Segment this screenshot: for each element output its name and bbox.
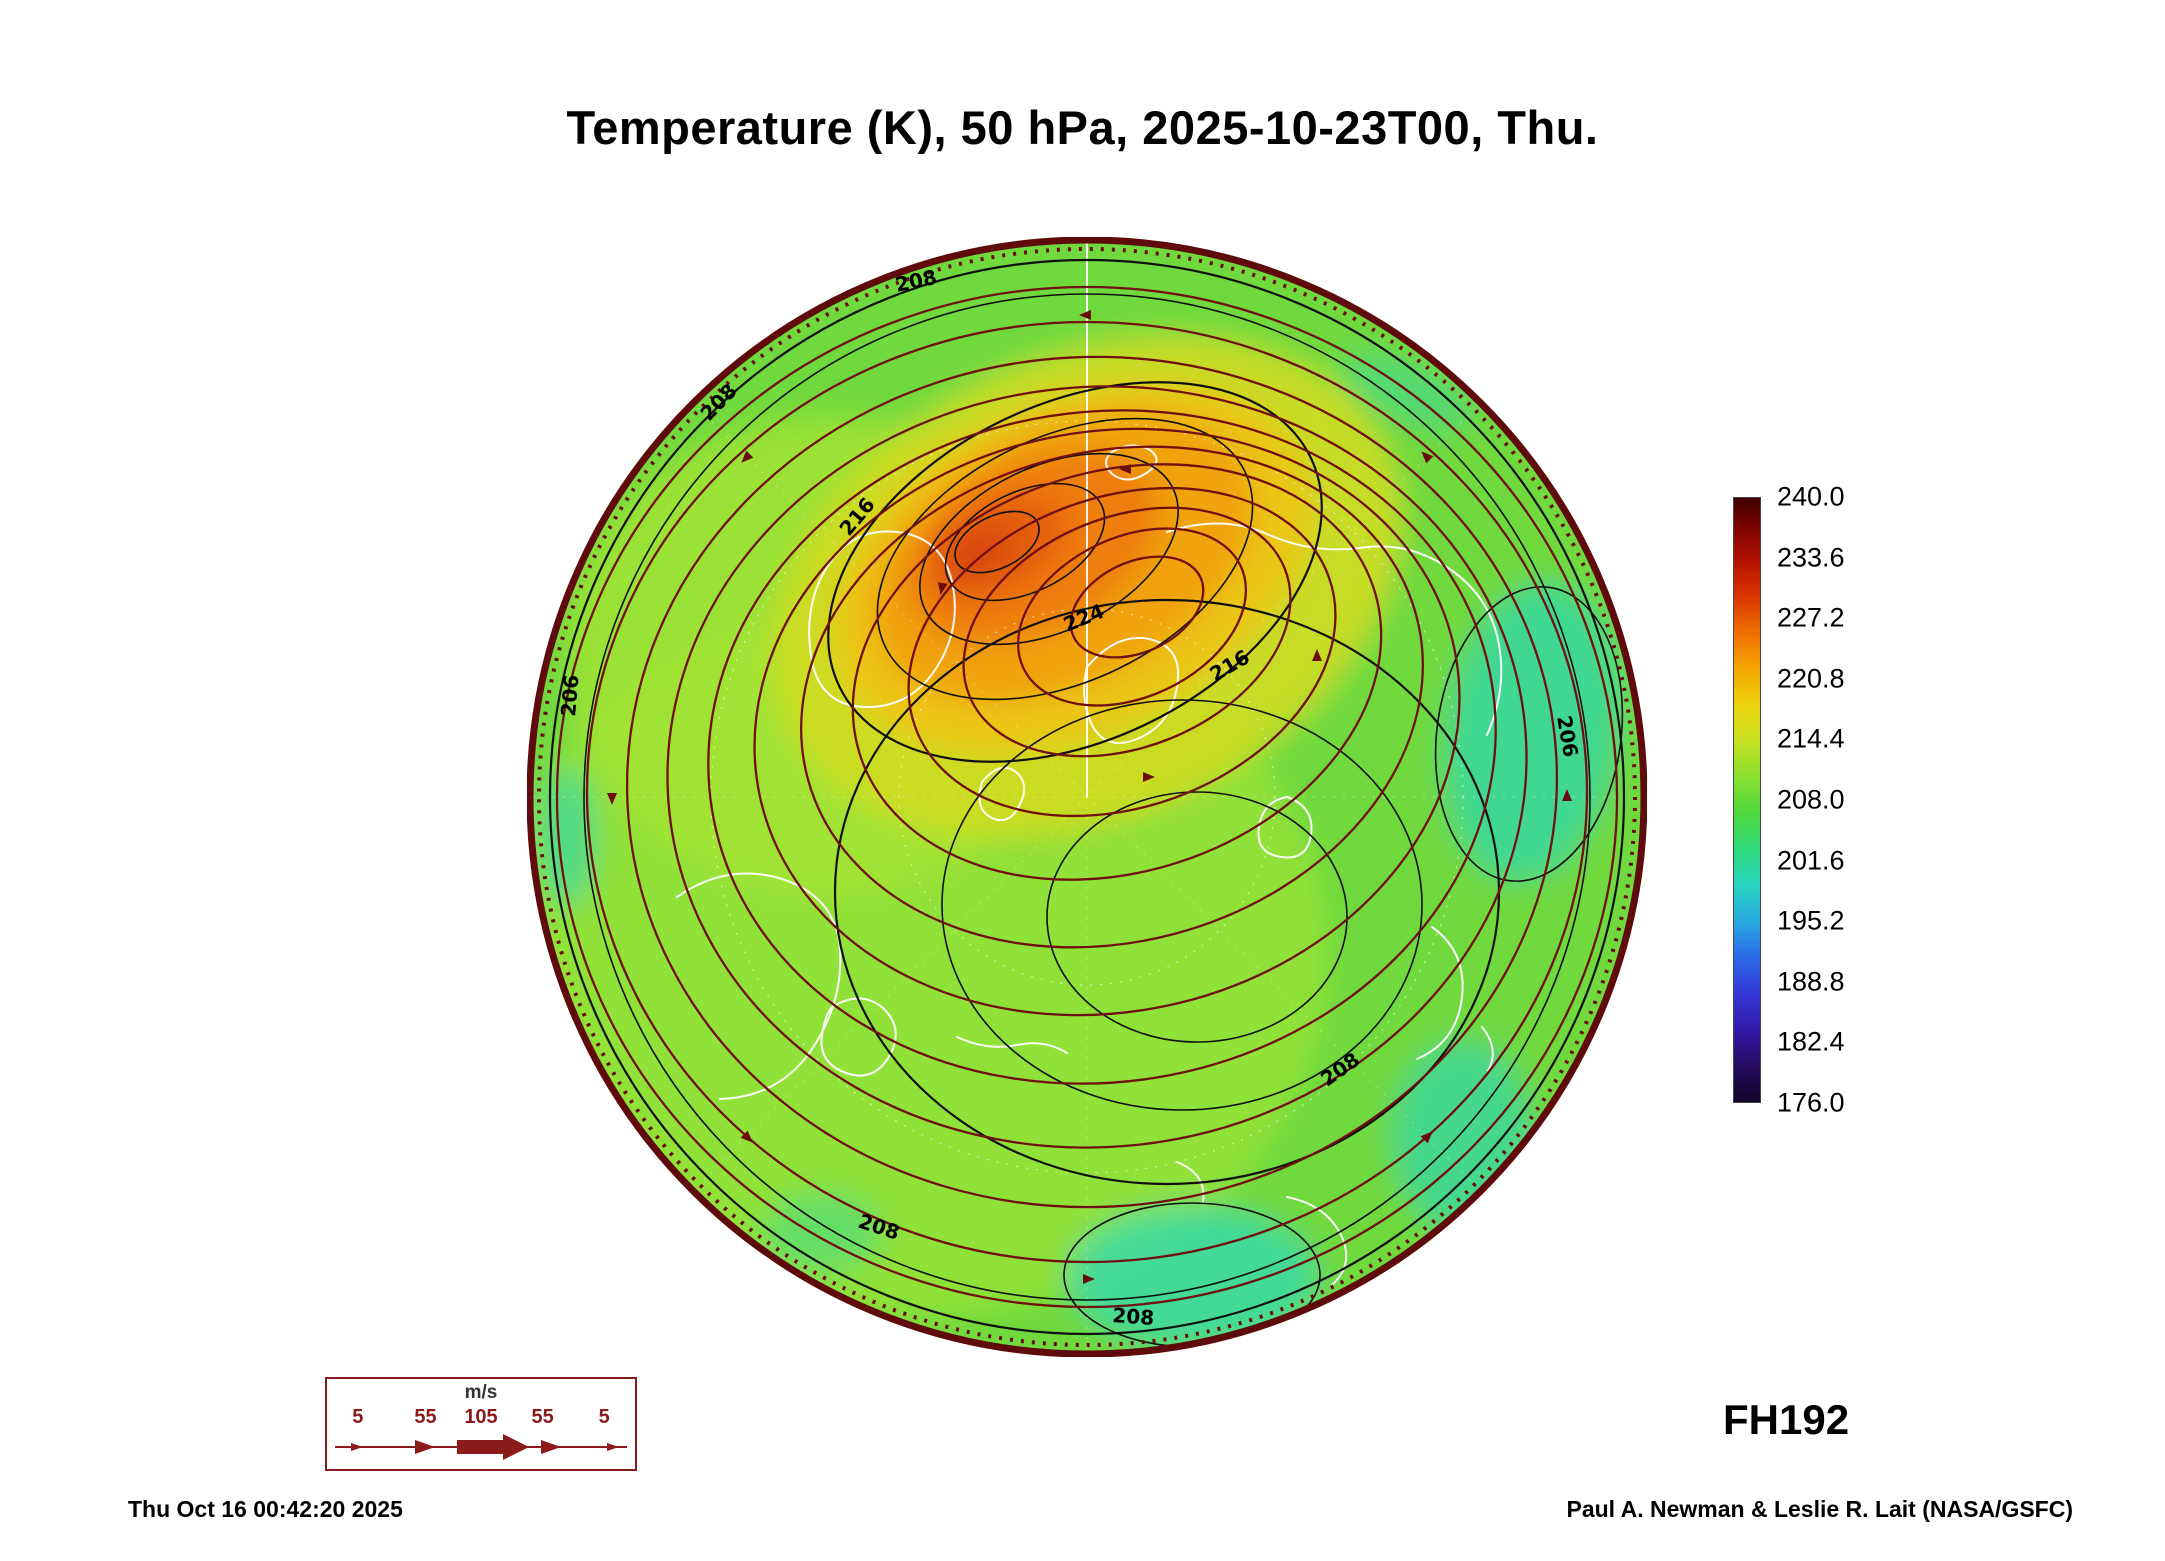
wind-speed-legend: m/s 5 55 105 55 5 xyxy=(325,1377,637,1471)
colorbar-tick-label: 227.2 xyxy=(1777,602,1845,633)
wind-speed-label: 105 xyxy=(464,1406,498,1428)
contour-label: 208 xyxy=(1112,1303,1155,1330)
colorbar-tick-label: 201.6 xyxy=(1777,845,1845,876)
map-rim-arrows xyxy=(537,247,1637,1347)
map-rim xyxy=(527,237,1647,1357)
generated-timestamp: Thu Oct 16 00:42:20 2025 xyxy=(128,1496,403,1522)
wind-speed-label: 5 xyxy=(598,1406,610,1428)
colorbar-tick-label: 220.8 xyxy=(1777,663,1845,694)
wind-arrow-scale xyxy=(335,1434,627,1460)
colorbar-tick-labels: 240.0 233.6 227.2 220.8 214.4 208.0 201.6 195.2… xyxy=(1777,482,1897,1118)
colorbar-tick-label: 195.2 xyxy=(1777,905,1845,936)
colorbar-tick-label: 233.6 xyxy=(1777,542,1845,573)
colorbar-tick-label: 188.8 xyxy=(1777,966,1845,997)
figure-title: Temperature (K), 50 hPa, 2025-10-23T00, … xyxy=(566,101,1599,154)
wind-streamlines xyxy=(555,285,1619,1309)
streamline-arrowheads xyxy=(607,310,1572,1284)
colorbar xyxy=(1733,497,1761,1103)
wind-speed-labels: 5 55 105 55 5 xyxy=(327,1406,635,1430)
wind-speed-label: 55 xyxy=(414,1406,437,1428)
colorbar-tick-label: 208.0 xyxy=(1777,784,1845,815)
forecast-hour-label: FH192 xyxy=(1723,1396,1850,1443)
wind-speed-label: 5 xyxy=(352,1406,364,1428)
wind-speed-label: 55 xyxy=(531,1406,554,1428)
credit-text: Paul A. Newman & Leslie R. Lait (NASA/GS… xyxy=(1566,1496,2073,1522)
colorbar-tick-label: 214.4 xyxy=(1777,723,1845,754)
wind-units-label: m/s xyxy=(464,1382,498,1403)
colorbar-tick-label: 176.0 xyxy=(1777,1087,1845,1118)
colorbar-tick-label: 182.4 xyxy=(1777,1026,1845,1057)
contour-label: 206 xyxy=(556,674,584,718)
colorbar-tick-label: 240.0 xyxy=(1777,481,1845,512)
